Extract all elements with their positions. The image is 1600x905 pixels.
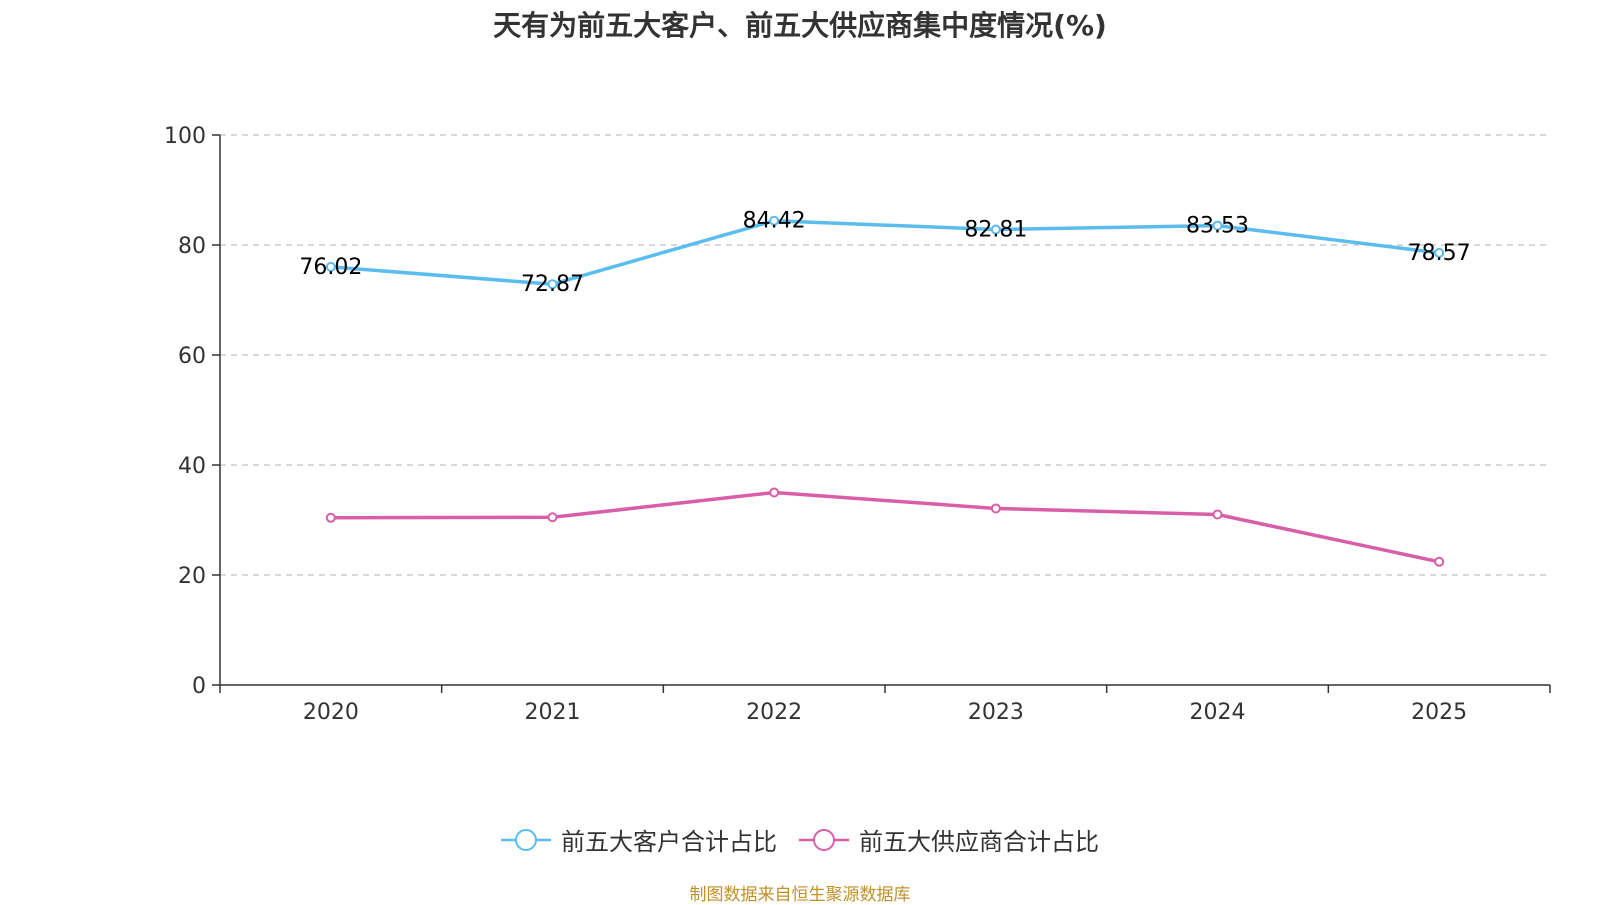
data-label-0-2025: 78.57 bbox=[1408, 241, 1471, 266]
series-0-point-2023 bbox=[990, 224, 1001, 235]
data-label-0-2020: 76.02 bbox=[299, 255, 362, 280]
series-1-point-2021 bbox=[547, 512, 558, 523]
y-tick-label-0: 0 bbox=[192, 674, 206, 699]
data-label-0-2021: 72.87 bbox=[521, 272, 584, 297]
axes: 0 20 40 60 80 100 2020 2021 2022 2023 2024 2025 bbox=[164, 124, 1551, 725]
x-tick-label-2020: 2020 bbox=[303, 700, 359, 725]
y-tick-label-100: 100 bbox=[164, 124, 206, 149]
series-0-point-2024 bbox=[1212, 220, 1223, 231]
legend-item-customers[interactable]: 前五大客户合计占比 bbox=[501, 822, 777, 857]
data-label-0-2024: 83.53 bbox=[1186, 214, 1249, 239]
legend-label-suppliers: 前五大供应商合计占比 bbox=[859, 828, 1099, 856]
series-1-point-2023 bbox=[990, 503, 1001, 514]
legend-label-customers: 前五大客户合计占比 bbox=[561, 828, 777, 856]
series-0-point-2021 bbox=[547, 279, 558, 290]
legend-swatch-customers-icon bbox=[501, 828, 551, 851]
x-tick-label-2024: 2024 bbox=[1190, 700, 1246, 725]
data-labels: 76.02 72.87 84.42 82.81 83.53 78.57 bbox=[299, 209, 1470, 298]
legend: 前五大客户合计占比 前五大供应商合计占比 bbox=[0, 822, 1600, 857]
chart-title: 天有为前五大客户、前五大供应商集中度情况(%) bbox=[493, 9, 1107, 42]
y-tick-label-80: 80 bbox=[178, 234, 206, 259]
x-tick-label-2025: 2025 bbox=[1411, 700, 1467, 725]
grid-lines bbox=[220, 134, 1550, 576]
y-tick-label-20: 20 bbox=[178, 564, 206, 589]
series bbox=[325, 215, 1445, 567]
series-1-point-2022 bbox=[769, 487, 780, 498]
source-note: 制图数据来自恒生聚源数据库 bbox=[689, 885, 911, 905]
series-1-point-2020 bbox=[325, 512, 336, 523]
x-tick-label-2022: 2022 bbox=[746, 700, 802, 725]
data-label-0-2022: 84.42 bbox=[743, 209, 806, 234]
y-tick-label-60: 60 bbox=[178, 344, 206, 369]
y-tick-label-40: 40 bbox=[178, 454, 206, 479]
series-0-point-2022 bbox=[769, 215, 780, 226]
legend-item-suppliers[interactable]: 前五大供应商合计占比 bbox=[799, 822, 1099, 857]
x-tick-label-2023: 2023 bbox=[968, 700, 1024, 725]
series-0-point-2025 bbox=[1434, 247, 1445, 258]
series-line-1 bbox=[330, 490, 1440, 564]
x-tick-label-2021: 2021 bbox=[525, 700, 581, 725]
series-1-point-2025 bbox=[1434, 556, 1445, 567]
series-0-point-2020 bbox=[325, 261, 336, 272]
series-line-0 bbox=[330, 218, 1440, 286]
legend-swatch-suppliers-icon bbox=[799, 828, 849, 851]
data-label-0-2023: 82.81 bbox=[964, 218, 1027, 243]
series-1-point-2024 bbox=[1212, 509, 1223, 520]
